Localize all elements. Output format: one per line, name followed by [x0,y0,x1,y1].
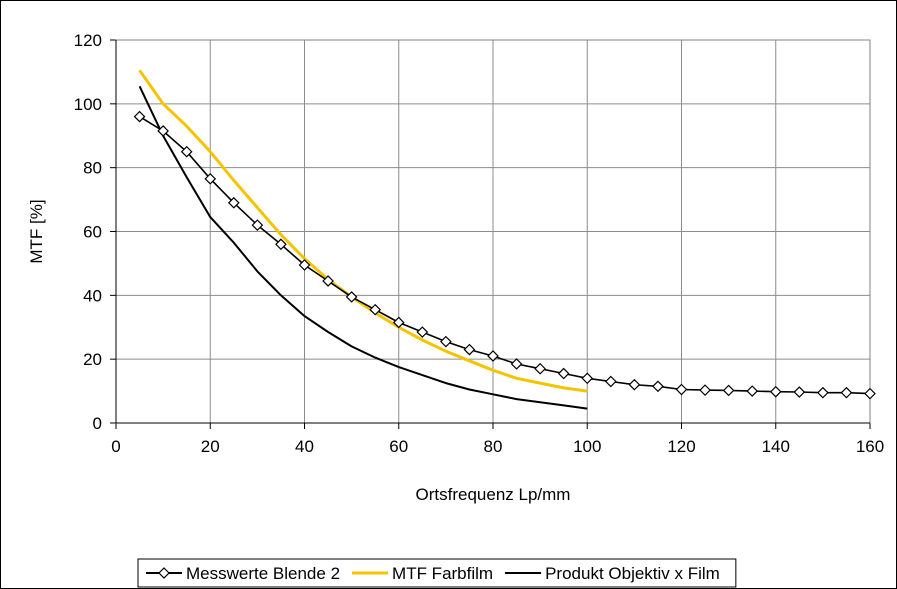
y-axis-label: MTF [%] [27,199,46,263]
x-tick-label: 140 [762,437,790,456]
y-tick-label: 20 [83,350,102,369]
y-tick-label: 0 [93,414,102,433]
series-produkt-objektiv-x-film [138,85,588,410]
x-tick-label: 60 [389,437,408,456]
data-point [722,384,735,397]
data-point [204,172,217,185]
data-point [534,362,546,375]
legend-swatch-marker [158,567,170,579]
data-point [440,335,452,348]
data-point [510,358,523,370]
x-tick-label: 120 [667,437,695,456]
data-point [746,385,759,397]
x-tick-label: 80 [484,437,503,456]
x-tick-label: 0 [111,437,120,456]
data-point [769,385,782,398]
x-axis-label: Ortsfrequenz Lp/mm [416,485,571,504]
series-line [138,69,588,393]
data-point [251,219,264,231]
x-tick-label: 40 [295,437,314,456]
data-point [298,259,311,271]
data-point [652,380,664,393]
y-tick-label: 40 [83,286,102,305]
data-point [840,386,853,399]
data-point [345,291,358,303]
series-messwerte-blende-2 [133,110,876,400]
y-tick-label: 80 [83,159,102,178]
data-point [369,303,382,316]
data-point [817,386,829,399]
data-point [275,238,287,251]
x-tick-label: 100 [573,437,601,456]
data-point [699,384,711,396]
y-tick-label: 100 [74,95,102,114]
y-tick-label: 60 [83,223,102,242]
x-tick-label: 20 [201,437,220,456]
series-line [138,85,588,410]
data-point [180,145,193,158]
y-tick-labels: 0 20 40 60 80 100 120 [74,31,102,433]
series-layer [133,69,876,410]
x-tick-labels: 0 20 40 60 80 100 120 140 160 [111,437,884,456]
data-point [392,316,405,329]
data-point [227,196,240,209]
data-point [864,387,876,400]
y-tick-label: 120 [74,31,102,50]
data-point [793,386,806,398]
legend-item: Produkt Objektiv x Film [505,564,720,583]
series-mtf-farbfilm [138,69,588,393]
legend-label: MTF Farbfilm [392,564,493,583]
data-point [604,375,617,388]
data-point [157,125,169,137]
legend-box [137,558,737,588]
legend-item: Messwerte Blende 2 [146,564,340,583]
legend: Messwerte Blende 2 MTF Farbfilm Produkt Ob… [137,558,737,588]
axes [110,39,871,429]
data-point [581,372,594,385]
data-point [463,343,476,356]
legend-label: Produkt Objektiv x Film [545,564,720,583]
data-point [675,383,688,396]
legend-label: Messwerte Blende 2 [186,564,340,583]
x-tick-label: 160 [856,437,884,456]
data-point [322,275,334,287]
data-point [416,326,429,338]
data-point [487,350,499,362]
legend-item: MTF Farbfilm [352,564,493,583]
data-point [557,367,570,380]
data-point [133,110,146,123]
data-point [628,378,641,391]
